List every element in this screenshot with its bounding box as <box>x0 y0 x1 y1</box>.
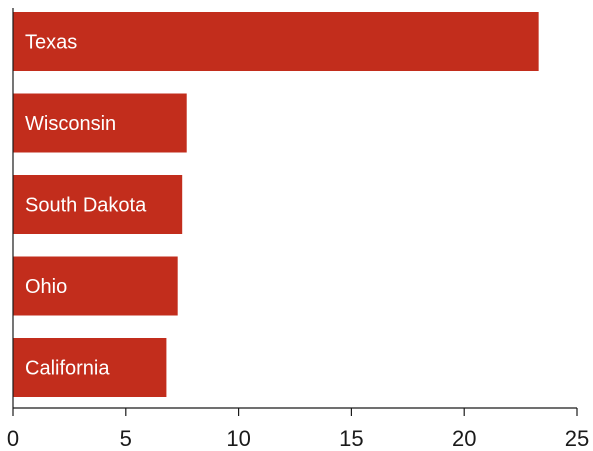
x-tick-label: 5 <box>120 426 132 451</box>
x-axis-ticks: 0 5 10 15 20 25 <box>7 408 589 451</box>
bars-group: Texas Wisconsin South Dakota Ohio California <box>13 12 539 397</box>
x-tick-label: 20 <box>452 426 476 451</box>
bar-wisconsin <box>13 93 187 153</box>
bar-label: South Dakota <box>25 195 147 217</box>
x-tick-label: 0 <box>7 426 19 451</box>
bar-label: Wisconsin <box>25 113 116 135</box>
bar-south-dakota <box>13 175 183 234</box>
bar-california <box>13 338 167 397</box>
x-tick-label: 25 <box>565 426 589 451</box>
x-tick-label: 15 <box>339 426 363 451</box>
bar-label: Texas <box>25 32 77 54</box>
bar-label: California <box>25 358 110 380</box>
bar-texas <box>13 12 539 71</box>
bar-ohio <box>13 256 178 316</box>
x-tick-label: 10 <box>226 426 250 451</box>
bar-label: Ohio <box>25 276 67 298</box>
